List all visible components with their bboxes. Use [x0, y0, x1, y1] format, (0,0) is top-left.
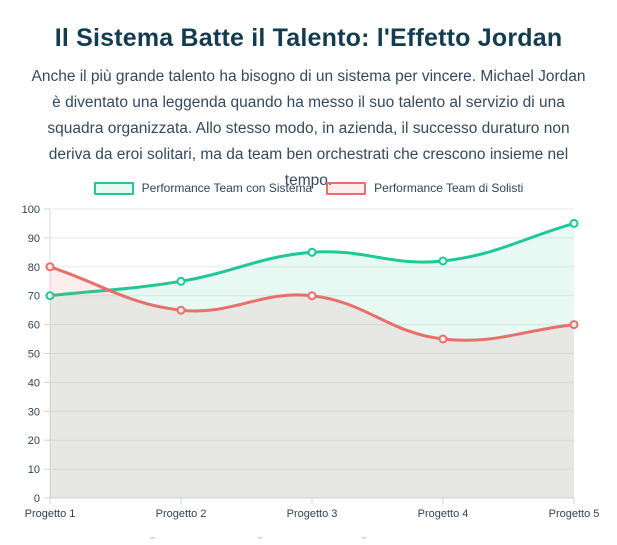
data-point[interactable] — [307, 291, 317, 301]
x-tick-label: Progetto 3 — [287, 508, 338, 520]
series-area-0 — [50, 223, 574, 498]
page-description: Anche il più grande talento ha bisogno d… — [31, 68, 586, 189]
data-point[interactable] — [45, 262, 55, 272]
clipped-text-artifact — [150, 537, 155, 539]
legend-item[interactable]: Performance Team con Sistema — [93, 181, 313, 195]
data-point[interactable] — [176, 305, 186, 315]
legend-swatch-icon — [326, 181, 367, 195]
data-point[interactable] — [45, 291, 55, 301]
data-point[interactable] — [176, 276, 186, 286]
y-tick-label: 90 — [28, 233, 40, 245]
x-tick-label: Progetto 4 — [418, 508, 469, 520]
clipped-text-artifact — [258, 537, 262, 539]
y-tick-label: 60 — [28, 320, 40, 332]
y-tick-label: 80 — [28, 262, 40, 274]
page-title: Il Sistema Batte il Talento: l'Effetto J… — [54, 24, 563, 52]
y-tick-label: 10 — [28, 464, 40, 476]
clipped-text-artifact — [362, 537, 366, 539]
data-point[interactable] — [307, 247, 317, 257]
chart-legend: Performance Team con Sistema Performance … — [0, 181, 617, 195]
y-tick-label: 50 — [28, 349, 40, 361]
data-point[interactable] — [569, 218, 579, 228]
data-point[interactable] — [438, 334, 448, 344]
legend-label: Performance Team di Solisti — [374, 181, 524, 195]
legend-label: Performance Team con Sistema — [141, 181, 313, 195]
series-area-1 — [50, 266, 574, 498]
y-tick-label: 20 — [28, 435, 40, 447]
legend-swatch-icon — [93, 181, 134, 195]
x-tick-label: Progetto 5 — [549, 508, 600, 520]
y-tick-label: 0 — [34, 493, 40, 505]
x-tick-label: Progetto 1 — [25, 508, 76, 520]
data-point[interactable] — [438, 256, 448, 266]
legend-item[interactable]: Performance Team di Solisti — [326, 181, 523, 195]
y-tick-label: 40 — [28, 377, 40, 389]
x-tick-label: Progetto 2 — [156, 508, 207, 520]
line-chart[interactable]: 0 10 20 30 40 50 60 70 80 90 100 Progetto 1 Progetto… — [0, 200, 617, 545]
data-point[interactable] — [569, 320, 579, 330]
y-tick-label: 100 — [22, 204, 40, 216]
y-tick-label: 70 — [28, 291, 40, 303]
y-tick-label: 30 — [28, 406, 40, 418]
